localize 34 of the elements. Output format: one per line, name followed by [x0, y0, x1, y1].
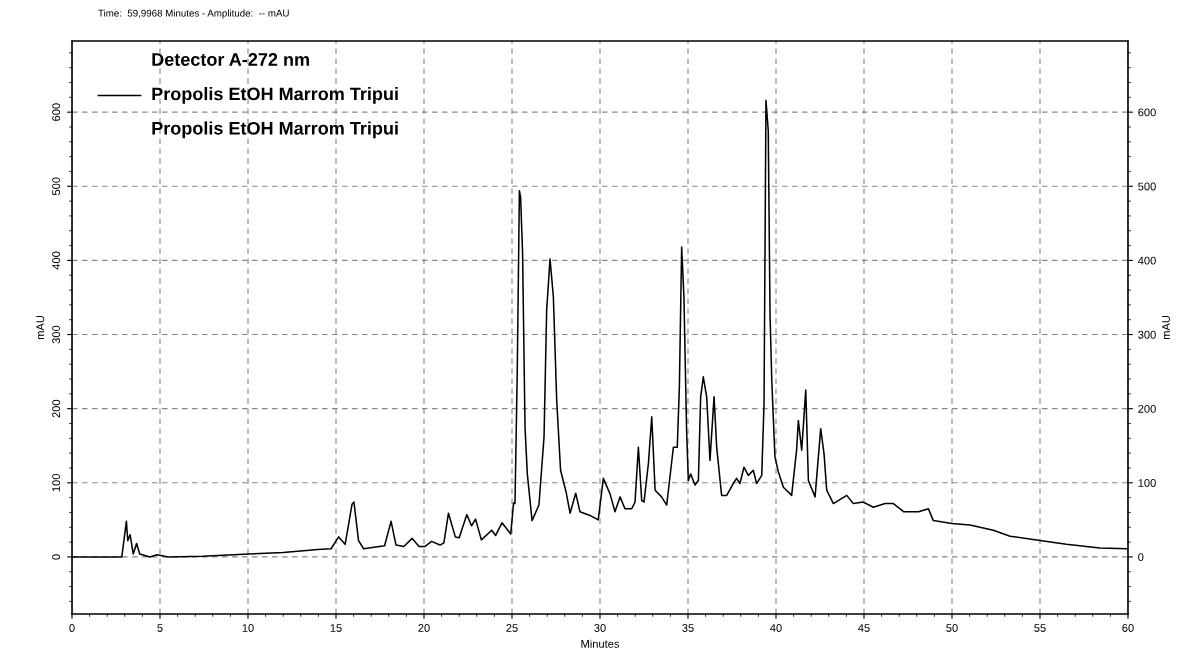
x-tick-label: 55 [1034, 624, 1046, 632]
y-tick-label: 600 [52, 103, 61, 121]
legend-title: Detector A-272 nm [152, 53, 309, 66]
y-tick-label: 500 [52, 177, 61, 196]
y-tick-label: 200 [52, 399, 61, 418]
y2-tick-label: 100 [1138, 479, 1156, 487]
y-tick-label: 0 [52, 554, 61, 560]
x-tick-label: 50 [946, 624, 958, 632]
y-tick-label: 100 [52, 473, 61, 492]
y2-tick-label: 200 [1138, 404, 1156, 413]
x-tick-label: 10 [242, 624, 254, 632]
y-tick-label: 300 [52, 325, 61, 344]
y2-axis-title: mAU [1162, 316, 1170, 340]
x-tick-label: 40 [770, 624, 782, 632]
x-tick-label: 5 [157, 624, 163, 632]
y2-tick-label: 400 [1137, 256, 1156, 265]
x-tick-label: 20 [418, 624, 430, 632]
y2-tick-label: 300 [1138, 330, 1156, 339]
x-tick-label: 0 [69, 624, 75, 632]
y-axis-title: mAU [36, 316, 45, 340]
legend-label: Propolis EtOH Marrom Tripui [152, 87, 398, 104]
y-tick-label: 400 [52, 251, 61, 270]
text: Time: 59,9968 Minutes - Amplitude: -- mAU [98, 9, 289, 19]
y2-tick-label: 0 [1138, 553, 1144, 562]
x-tick-label: 25 [506, 624, 518, 632]
x-tick-label: 45 [858, 624, 870, 632]
x-axis-title: Minutes [581, 639, 620, 648]
x-tick-label: 35 [682, 624, 694, 632]
x-tick-label: 15 [330, 624, 342, 632]
x-tick-label: 30 [594, 624, 606, 632]
annotation: Propolis EtOH Marrom Tripui [152, 121, 398, 139]
x-tick-label: 60 [1122, 624, 1134, 632]
y2-tick-label: 600 [1138, 108, 1156, 117]
y2-tick-label: 500 [1138, 182, 1156, 191]
